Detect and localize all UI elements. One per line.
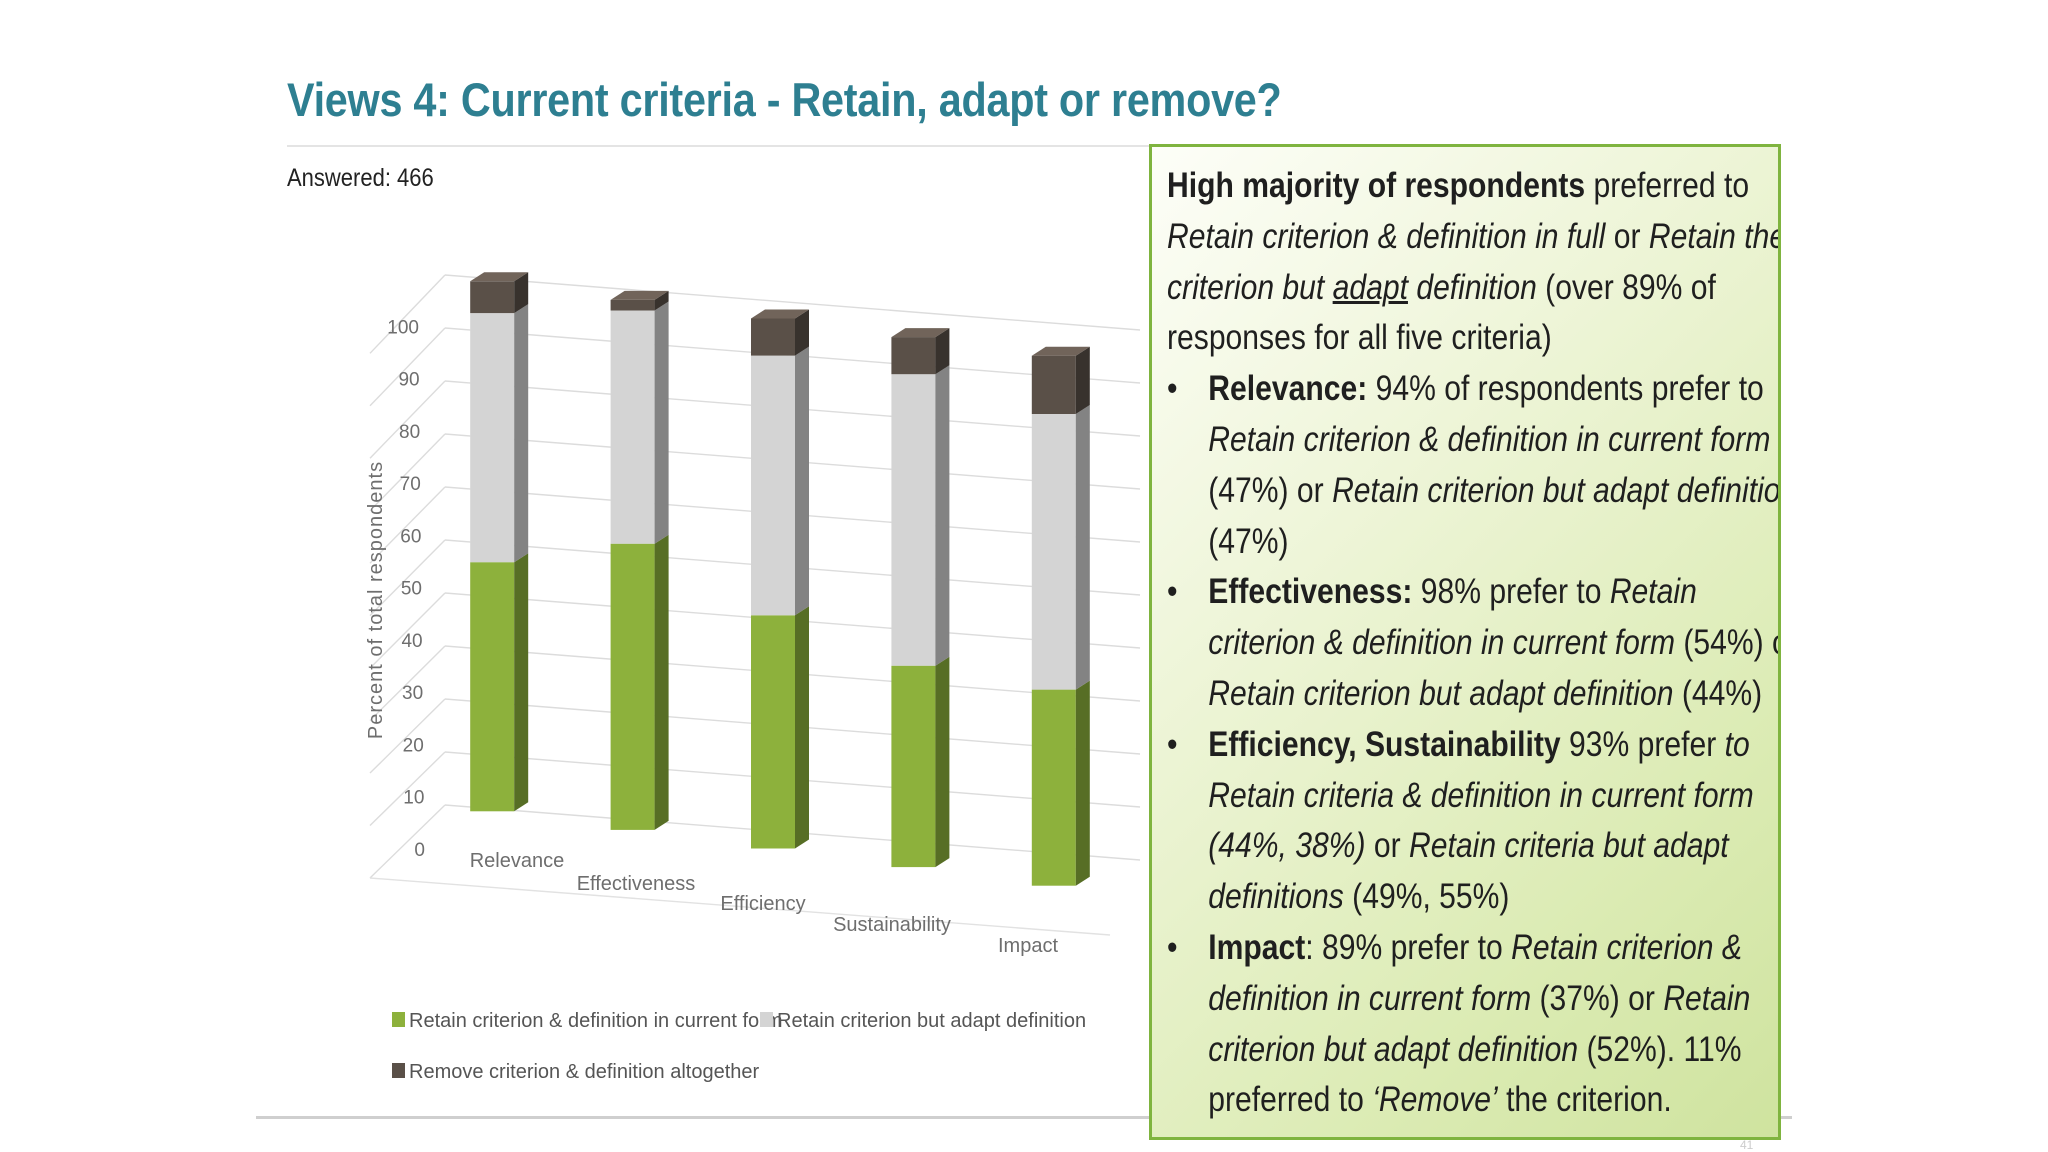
bar-segment-side — [1075, 680, 1090, 886]
bullet-effectiveness: Effectiveness: 98% prefer to Retain crit… — [1167, 567, 1778, 719]
bar-segment-side — [654, 290, 669, 311]
bar-top — [470, 272, 529, 282]
bar-segment-front — [891, 665, 936, 868]
bar-segment-side — [514, 304, 529, 563]
bullet-impact: Impact: 89% prefer to Retain criterion &… — [1167, 923, 1778, 1126]
bar-segment-front — [1031, 414, 1076, 690]
bar-segment-front — [610, 299, 655, 311]
legend-swatch — [392, 1012, 405, 1027]
gridline-side — [369, 433, 446, 512]
page-number: 41 — [1740, 1138, 1754, 1152]
summary-callout: High majority of respondents preferred t… — [1149, 144, 1781, 1140]
bar-segment-front — [751, 355, 795, 616]
bar-segment-side — [1075, 346, 1090, 414]
legend-label: Retain criterion but adapt definition — [777, 1010, 1086, 1032]
bar-segment-side — [935, 328, 950, 375]
stacked-bar-chart: 0 10 20 30 40 50 60 70 80 90 100 Percent of total r… — [365, 272, 1141, 1083]
y-tick-label: 20 — [403, 735, 424, 756]
bar-segment-front — [1031, 355, 1076, 414]
bar-segment-front — [1031, 689, 1076, 886]
legend-label: Retain criterion & definition in current… — [409, 1010, 783, 1032]
footer-divider — [256, 1116, 1792, 1119]
bar-segment-front — [470, 281, 515, 314]
gridline-side — [369, 539, 446, 617]
title-divider — [287, 145, 1777, 147]
legend-swatch — [760, 1012, 773, 1027]
bar-segment-front — [891, 374, 936, 666]
y-tick-label: 50 — [401, 579, 422, 600]
bar-segment-front — [751, 318, 795, 356]
bar-segment-front — [751, 615, 795, 849]
chart-axis-labels: 0 10 20 30 40 50 60 70 80 90 100 Percent of total r… — [365, 317, 1058, 957]
x-category-label: Impact — [998, 935, 1058, 957]
gridline-side — [369, 645, 446, 722]
bar-segment-side — [514, 272, 529, 314]
bar-segment-side — [795, 346, 809, 616]
gridline-side — [369, 327, 446, 407]
y-tick-label: 80 — [399, 422, 420, 443]
slide-title: Views 4: Current criteria - Retain, adap… — [287, 73, 1282, 126]
bar-segment-side — [795, 606, 809, 849]
floor-edge — [369, 877, 1111, 936]
gridline-side — [369, 592, 446, 669]
legend-label: Remove criterion & definition altogether — [409, 1061, 760, 1083]
y-tick-label: 60 — [400, 526, 421, 547]
bar-segment-side — [935, 365, 950, 666]
y-tick-label: 90 — [398, 370, 419, 391]
callout-bullets: Relevance: 94% of respondents prefer to … — [1167, 364, 1778, 1126]
bar-segment-side — [654, 534, 669, 830]
bullet-relevance: Relevance: 94% of respondents prefer to … — [1167, 364, 1778, 567]
bar-segment-front — [470, 562, 515, 812]
bullet-efficiency-sustainability: Efficiency, Sustainability 93% prefer to… — [1167, 720, 1778, 923]
gridline-side — [369, 751, 446, 827]
chart-bars — [470, 272, 1090, 886]
gridline-side — [369, 380, 446, 459]
legend-swatch — [392, 1063, 405, 1078]
callout-intro: High majority of respondents preferred t… — [1167, 166, 1781, 358]
bar-segment-side — [514, 553, 529, 812]
bar-top — [891, 328, 950, 338]
x-category-label: Relevance — [470, 850, 565, 872]
y-axis-title: Percent of total respondents — [365, 461, 387, 739]
gridline — [444, 274, 1141, 331]
y-tick-label: 0 — [414, 840, 425, 861]
bar-top — [751, 309, 809, 319]
chart-legend: Retain criterion & definition in current… — [392, 1010, 1086, 1083]
bar-segment-front — [610, 310, 655, 544]
bar-segment-side — [654, 301, 669, 544]
bar-segment-side — [935, 656, 950, 868]
bar-segment-side — [795, 309, 809, 356]
bar-top — [610, 290, 669, 300]
bar-segment-front — [470, 313, 515, 563]
y-tick-label: 10 — [403, 788, 424, 809]
bar-top — [1031, 346, 1090, 356]
y-tick-label: 100 — [387, 317, 419, 338]
y-tick-label: 30 — [402, 683, 423, 704]
x-category-label: Efficiency — [720, 893, 805, 915]
bar-segment-front — [891, 337, 936, 375]
bar-segment-front — [610, 543, 655, 830]
x-category-label: Effectiveness — [577, 873, 696, 895]
y-tick-label: 70 — [400, 474, 421, 495]
gridline-side — [369, 486, 446, 564]
x-category-label: Sustainability — [833, 914, 951, 936]
gridline-side — [369, 274, 446, 354]
y-tick-label: 40 — [401, 631, 422, 652]
answered-count: Answered: 466 — [287, 164, 434, 192]
bar-segment-side — [1075, 405, 1090, 690]
gridline-side — [369, 804, 446, 879]
gridline-side — [369, 698, 446, 774]
